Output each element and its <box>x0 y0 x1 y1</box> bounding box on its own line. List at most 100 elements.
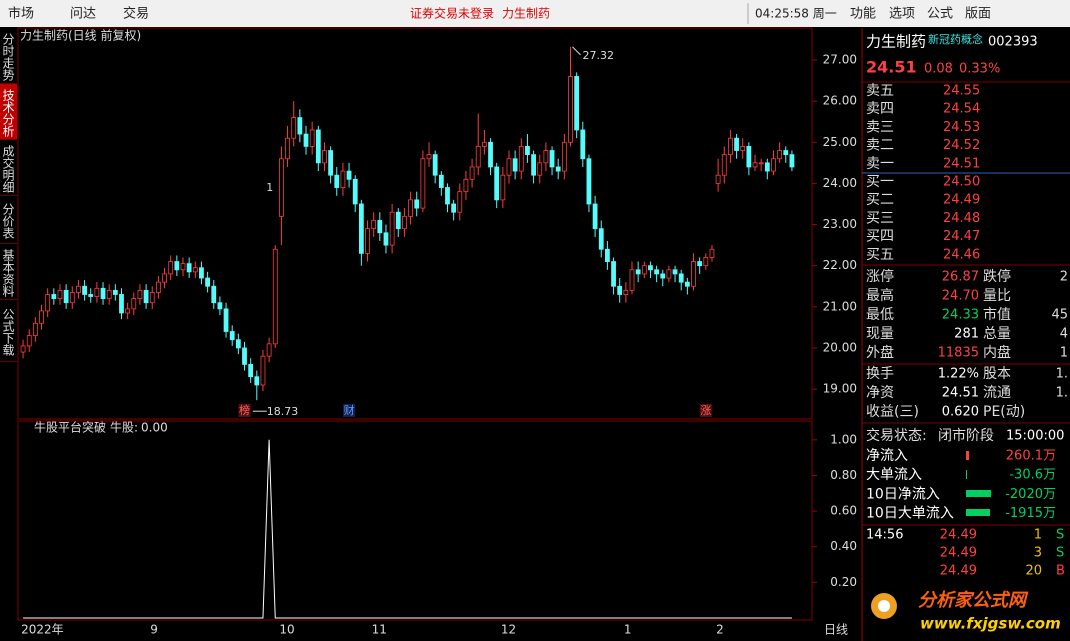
logo-url: www.fxjgsw.com <box>920 615 1061 633</box>
candle-body <box>192 267 198 273</box>
book-label: 卖三 <box>866 119 894 135</box>
status-time: 15:00:00 <box>1006 429 1064 444</box>
y-tick-label: 1.00 <box>830 432 857 446</box>
candle-body <box>734 137 739 151</box>
candle-body <box>26 335 32 347</box>
period[interactable]: 日线 <box>824 623 848 637</box>
stat-label: 换手 <box>866 365 894 382</box>
candle-body <box>285 137 290 160</box>
candle-body <box>678 273 684 283</box>
toolbar-item[interactable]: 选项 <box>889 7 915 22</box>
candle-body <box>229 331 235 341</box>
candle-body <box>568 76 573 143</box>
side-tab[interactable]: 成交明细 <box>0 140 17 196</box>
candle-body <box>88 294 94 297</box>
book-label: 卖一 <box>866 156 894 172</box>
candle-body <box>279 158 284 217</box>
candle-body <box>531 154 536 176</box>
trade-side: S <box>1056 546 1064 561</box>
candle-body <box>771 158 776 172</box>
candle-body <box>365 228 370 254</box>
menu-item[interactable]: 交易 <box>123 6 149 22</box>
candle-body <box>131 298 137 310</box>
book-label: 买四 <box>866 229 894 245</box>
clock: 04:25:58 周一 <box>755 7 837 21</box>
toolbar-item[interactable]: 公式 <box>927 7 953 22</box>
candle-body <box>266 343 272 357</box>
candle-body <box>617 285 623 295</box>
candle-body <box>414 199 420 209</box>
candle-body <box>235 339 241 349</box>
book-label: 卖五 <box>866 83 894 99</box>
y-tick-label: 25.00 <box>823 135 857 149</box>
candle-body <box>463 178 469 193</box>
candle-body <box>629 269 635 291</box>
candle-body <box>561 141 567 172</box>
menu-item[interactable]: 问达 <box>70 7 96 22</box>
y-tick-label: 0.60 <box>830 504 857 518</box>
book-label: 卖四 <box>866 101 894 117</box>
event-marker: 涨 <box>700 404 711 417</box>
trade-qty: 3 <box>1034 546 1042 561</box>
flow-label: 大单流入 <box>866 467 922 483</box>
candle-body <box>254 376 260 386</box>
candle-body <box>500 174 506 201</box>
y-tick-label: 21.00 <box>823 299 857 313</box>
candle-body <box>445 187 450 205</box>
menu-item[interactable]: 市场 <box>8 6 34 22</box>
candle-body <box>205 277 210 287</box>
y-tick-label: 20.00 <box>823 340 857 354</box>
flow-bar <box>966 509 990 516</box>
stat-value: 45 <box>1051 308 1068 323</box>
stat-value: 1. <box>1056 367 1068 382</box>
candle-body <box>746 146 752 168</box>
candle-body <box>715 174 721 184</box>
candle-body <box>168 261 174 275</box>
y-tick-label: 22.00 <box>823 258 857 272</box>
candle-body <box>297 117 303 135</box>
toolbar-item[interactable]: 版面 <box>965 7 991 22</box>
trade-time: 14:56 <box>866 528 903 543</box>
stat-label: 量比 <box>983 288 1011 304</box>
stat-label: 现量 <box>866 326 894 342</box>
flow-label: 10日净流入 <box>866 486 940 502</box>
candle-body <box>272 248 278 345</box>
stat-value: 1. <box>1056 386 1068 401</box>
candle-body <box>592 203 598 230</box>
book-label: 买三 <box>866 210 894 226</box>
candle-body <box>377 220 383 234</box>
candle-body <box>475 146 481 168</box>
candle-body <box>395 211 401 230</box>
candle-body <box>697 261 703 267</box>
side-tab[interactable]: 分价表 <box>0 196 17 244</box>
status-label: 交易状态: <box>866 427 927 444</box>
toolbar-item[interactable]: 功能 <box>850 7 876 22</box>
book-price: 24.53 <box>943 120 980 135</box>
event-box <box>699 404 712 417</box>
stat-label: PE(动) <box>983 404 1025 420</box>
candle-body <box>506 158 512 176</box>
candle-body <box>309 129 315 147</box>
stat-label: 跌停 <box>983 268 1011 285</box>
stat-label: 最低 <box>866 307 894 323</box>
side-tab[interactable]: 分时走势 <box>0 28 17 84</box>
side-tab[interactable]: 公式下载 <box>0 300 17 362</box>
side-tab[interactable]: 基本资料 <box>0 244 17 300</box>
candle-body <box>260 355 266 386</box>
candle-body <box>469 166 475 180</box>
stat-label: 市值 <box>983 306 1011 323</box>
candle-body <box>100 287 106 299</box>
x-tick-label: 11 <box>372 623 387 637</box>
candle-body <box>155 281 161 293</box>
candle-body <box>777 150 783 160</box>
stock-code: 002393 <box>988 35 1038 50</box>
side-tab[interactable]: 技术分析 <box>0 84 17 140</box>
book-price: 24.48 <box>943 211 980 226</box>
candle-body <box>488 141 493 168</box>
candle-body <box>20 345 26 353</box>
trade-price: 24.49 <box>940 546 977 561</box>
event-marker: 榜 <box>239 403 250 417</box>
annotation-arrow <box>572 46 581 56</box>
